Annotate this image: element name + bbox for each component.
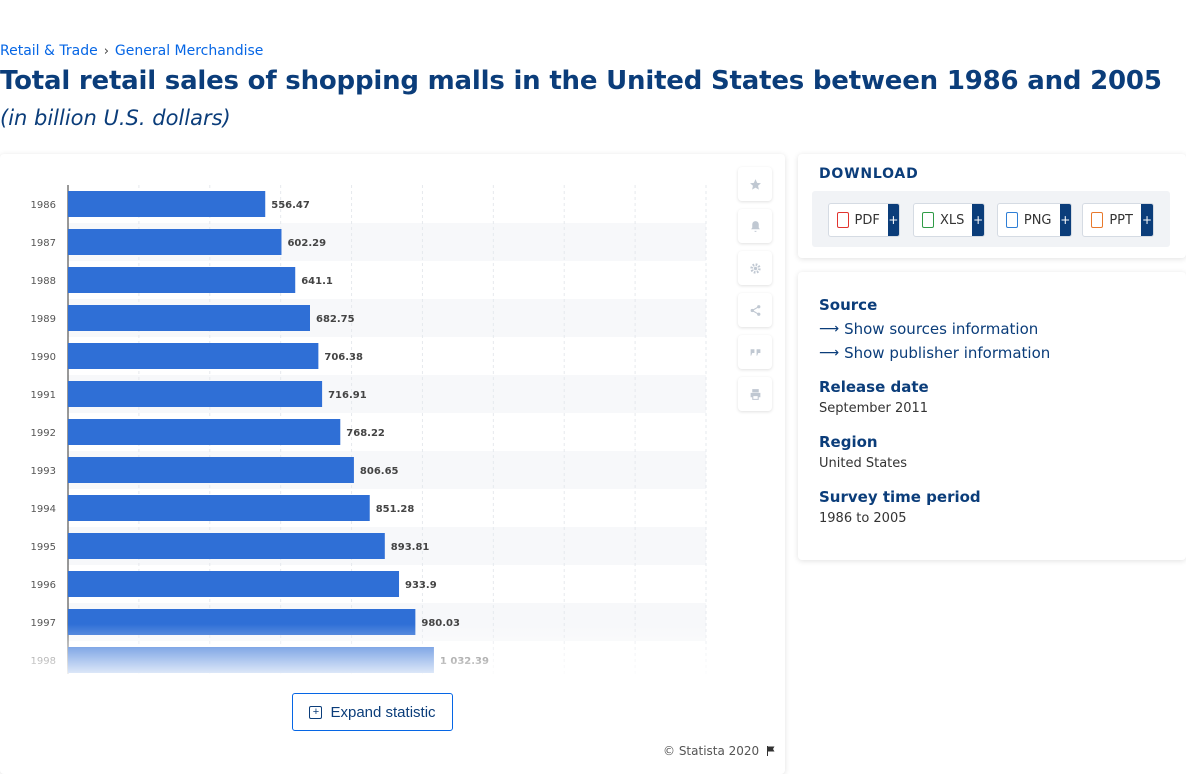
release-date-heading: Release date: [819, 378, 929, 396]
show-publisher-link[interactable]: ⟶ Show publisher information: [819, 344, 1050, 362]
download-xls-label: XLS: [939, 212, 965, 228]
data-label-1997: 980.03: [421, 618, 460, 629]
bar-1986: [68, 191, 266, 217]
tick-label-1993: 1993: [31, 466, 56, 477]
bar-1995: [68, 533, 385, 559]
share-button[interactable]: [738, 293, 772, 327]
bar-1998: [68, 647, 434, 673]
release-date-value: September 2011: [819, 401, 929, 416]
download-png-button[interactable]: PNG +: [997, 203, 1072, 237]
bell-icon: [750, 220, 760, 232]
data-label-1994: 851.28: [376, 504, 415, 515]
download-pdf-label: PDF: [854, 212, 880, 228]
download-buttons: PDF + XLS + PNG + PPT +: [812, 191, 1170, 247]
region-heading: Region: [819, 433, 878, 451]
statistic-info-card: Source ⟶ Show sources information ⟶ Show…: [798, 272, 1186, 560]
plus-square-icon: +: [309, 705, 323, 719]
quote-icon: [750, 348, 760, 356]
breadcrumb-separator: ›: [103, 43, 109, 59]
plus-icon: +: [972, 204, 984, 236]
data-label-1989: 682.75: [316, 314, 355, 325]
data-label-1987: 602.29: [287, 238, 326, 249]
data-label-1995: 893.81: [391, 542, 430, 553]
gear-icon: [749, 262, 761, 274]
bar-1996: [68, 571, 400, 597]
copyright-text: © Statista 2020: [663, 744, 760, 758]
data-label-1988: 641.1: [301, 276, 333, 287]
show-publisher-label: Show publisher information: [844, 344, 1051, 362]
download-pdf-button[interactable]: PDF +: [828, 203, 900, 237]
data-label-1991: 716.91: [328, 390, 367, 401]
tick-label-1991: 1991: [31, 390, 56, 401]
tick-label-1988: 1988: [31, 276, 56, 287]
source-heading: Source: [819, 296, 878, 314]
plus-icon: +: [887, 204, 899, 236]
bar-1994: [68, 495, 370, 521]
tick-label-1992: 1992: [31, 428, 56, 439]
share-icon: [750, 304, 760, 316]
data-label-1993: 806.65: [360, 466, 399, 477]
bar-1991: [68, 381, 323, 407]
data-label-1992: 768.22: [346, 428, 385, 439]
breadcrumb-link-retail-trade[interactable]: Retail & Trade: [0, 43, 98, 59]
breadcrumb-link-general-merchandise[interactable]: General Merchandise: [114, 43, 264, 59]
expand-statistic-button[interactable]: + Expand statistic: [292, 693, 453, 731]
print-button[interactable]: [738, 377, 772, 411]
star-icon: [749, 178, 761, 190]
expand-statistic-label: Expand statistic: [330, 703, 436, 721]
breadcrumb: Retail & Trade › General Merchandise: [0, 43, 263, 59]
region-value: United States: [819, 456, 908, 471]
bar-1989: [68, 305, 310, 331]
download-xls-button[interactable]: XLS +: [913, 203, 985, 237]
png-file-icon: [1006, 212, 1018, 228]
notification-button[interactable]: [738, 209, 772, 243]
tick-label-1987: 1987: [31, 238, 56, 249]
data-label-1990: 706.38: [324, 352, 363, 363]
tick-label-1998: 1998: [31, 656, 56, 667]
show-sources-link[interactable]: ⟶ Show sources information: [819, 320, 1038, 338]
xls-file-icon: [922, 212, 934, 228]
bar-1990: [68, 343, 319, 369]
download-ppt-button[interactable]: PPT +: [1082, 203, 1154, 237]
tick-label-1995: 1995: [31, 542, 56, 553]
page-subtitle: (in billion U.S. dollars): [0, 106, 231, 130]
plus-icon: +: [1059, 204, 1071, 236]
copyright: © Statista 2020: [663, 744, 777, 758]
survey-period-heading: Survey time period: [819, 488, 981, 506]
survey-period-value: 1986 to 2005: [819, 511, 907, 526]
plus-icon: +: [1140, 204, 1153, 236]
bar-1988: [68, 267, 296, 293]
bar-chart: 1986 556.47 1987 602.29 1988 641.1 1989 682.75 1…: [31, 185, 707, 674]
arrow-right-icon: ⟶: [819, 321, 840, 337]
data-label-1986: 556.47: [271, 200, 310, 211]
bar-1993: [68, 457, 354, 483]
tick-label-1986: 1986: [31, 200, 56, 211]
tick-label-1990: 1990: [31, 352, 56, 363]
download-card: DOWNLOAD PDF + XLS + PNG + PPT +: [798, 154, 1186, 258]
bar-1997: [68, 609, 416, 635]
download-ppt-label: PPT: [1109, 212, 1133, 228]
chart-toolbar: [738, 167, 772, 419]
settings-button[interactable]: [738, 251, 772, 285]
bar-1987: [68, 229, 282, 255]
data-label-1998: 1 032.39: [440, 656, 489, 667]
page-title: Total retail sales of shopping malls in …: [0, 66, 1162, 96]
ppt-file-icon: [1091, 212, 1104, 228]
favorite-button[interactable]: [738, 167, 772, 201]
download-png-label: PNG: [1023, 212, 1052, 228]
flag-icon[interactable]: [765, 745, 777, 757]
arrow-right-icon: ⟶: [819, 345, 840, 361]
download-title: DOWNLOAD: [819, 166, 919, 182]
tick-label-1989: 1989: [31, 314, 56, 325]
cite-button[interactable]: [738, 335, 772, 369]
data-label-1996: 933.9: [405, 580, 437, 591]
show-sources-label: Show sources information: [844, 320, 1039, 338]
tick-label-1997: 1997: [31, 618, 56, 629]
pdf-file-icon: [837, 212, 849, 228]
print-icon: [750, 388, 760, 400]
bar-1992: [68, 419, 341, 445]
tick-label-1996: 1996: [31, 580, 56, 591]
tick-label-1994: 1994: [31, 504, 56, 515]
chart-card: 1986 556.47 1987 602.29 1988 641.1 1989 682.75 1…: [0, 154, 785, 774]
